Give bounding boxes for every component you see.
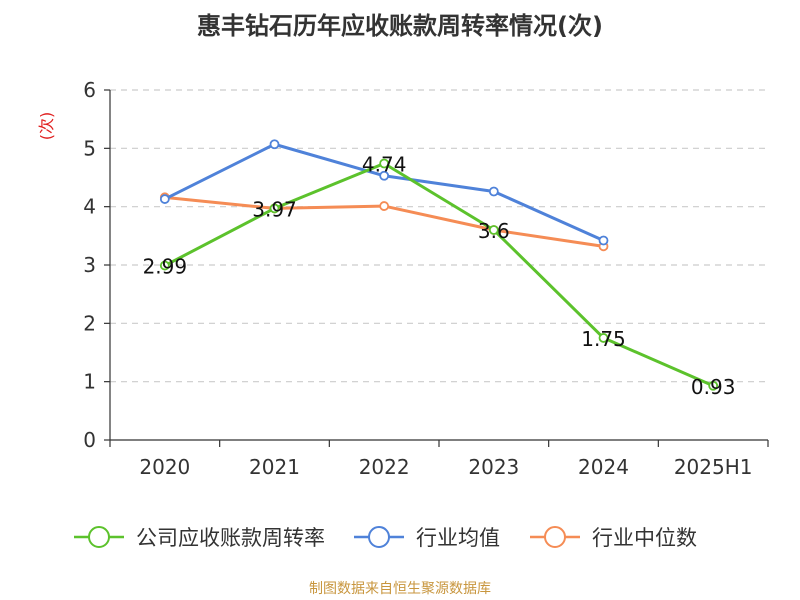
- chart-title: 惠丰钻石历年应收账款周转率情况(次): [197, 12, 603, 40]
- y-tick-label: 1: [83, 370, 96, 394]
- x-tick-label: 2024: [578, 455, 629, 479]
- x-tick-label: 2021: [249, 455, 300, 479]
- legend-label: 公司应收账款周转率: [136, 526, 325, 550]
- x-tick-label: 2022: [359, 455, 410, 479]
- grid-lines: [110, 89, 768, 383]
- data-label: 1.75: [581, 327, 626, 351]
- legend-label: 行业中位数: [592, 526, 697, 550]
- legend-swatch-marker: [544, 526, 566, 548]
- data-label: 3.97: [252, 197, 297, 221]
- y-tick-label: 0: [83, 428, 96, 452]
- x-tick-label: 2020: [139, 455, 190, 479]
- y-tick-label: 5: [83, 136, 96, 160]
- data-point: [379, 201, 390, 211]
- y-tick-label: 3: [83, 253, 96, 277]
- data-point: [379, 170, 390, 181]
- legend-swatch-marker: [88, 526, 110, 548]
- data-point: [488, 186, 499, 197]
- y-tick-label: 2: [83, 311, 96, 335]
- y-tick-label: 4: [83, 195, 96, 219]
- data-point: [598, 235, 609, 246]
- data-labels: 2.99 3.97 4.74 3.6 1.75 0.93: [143, 153, 736, 399]
- data-point: [379, 158, 390, 169]
- series-lines: [159, 139, 719, 391]
- data-label: 2.99: [143, 255, 188, 279]
- data-label: 0.93: [691, 375, 736, 399]
- data-point: [269, 203, 280, 214]
- series-line: [164, 162, 714, 388]
- axes: 0 1 2 3 4 5 6 2020 2021 2022 2023 2024 2025H1 (次): [37, 78, 769, 479]
- data-label: 3.6: [478, 219, 510, 243]
- data-point: [598, 333, 609, 343]
- x-tick-label: 2025H1: [674, 455, 753, 479]
- data-point: [488, 225, 499, 235]
- source-note: 制图数据来自恒生聚源数据库: [309, 581, 491, 597]
- data-point: [708, 380, 719, 391]
- legend: 公司应收账款周转率 行业均值 行业中位数: [74, 526, 697, 550]
- data-point: [269, 139, 280, 150]
- data-point: [159, 194, 170, 204]
- data-label: 4.74: [362, 153, 407, 177]
- y-axis-label: (次): [37, 112, 56, 141]
- data-point: [159, 260, 170, 271]
- y-tick-label: 6: [83, 78, 96, 102]
- x-tick-label: 2023: [468, 455, 519, 479]
- legend-swatch-marker: [368, 526, 390, 548]
- legend-label: 行业均值: [416, 526, 500, 550]
